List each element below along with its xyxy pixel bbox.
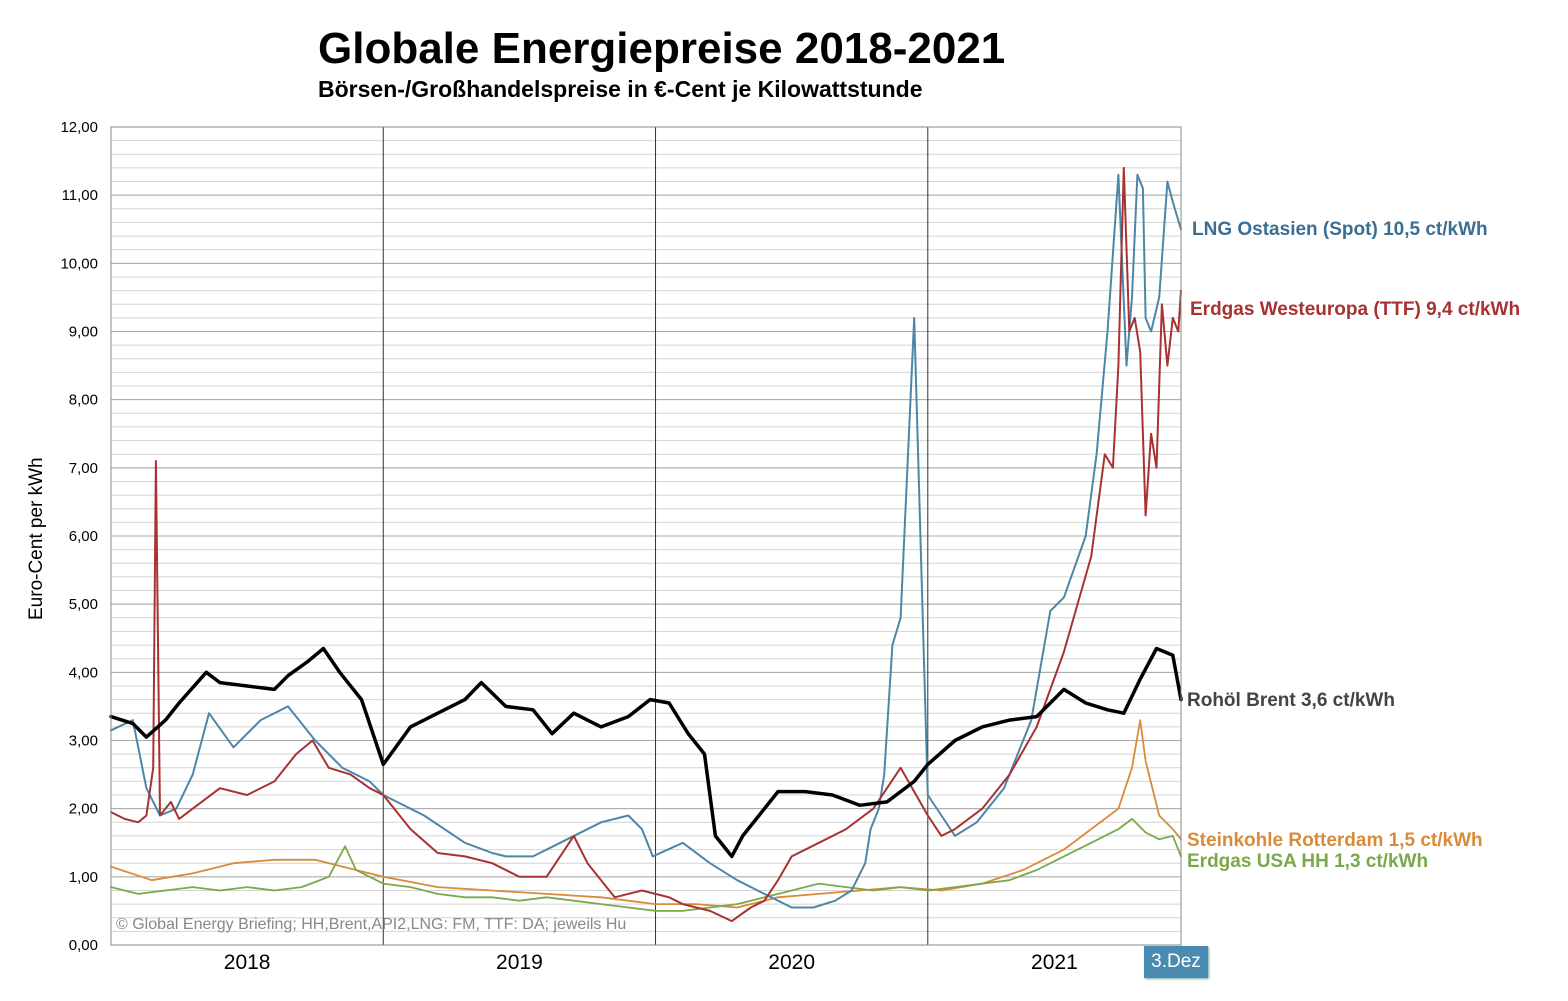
- end-label-brent: Rohöl Brent 3,6 ct/kWh: [1187, 690, 1395, 711]
- x-category-label: 2019: [496, 951, 543, 974]
- y-tick-labels: 0,00 1,00 2,00 3,00 4,00 5,00 6,00 7,00 8,00 9,00…: [60, 119, 98, 954]
- series-line-2: [110, 173, 1182, 909]
- copyright-note: © Global Energy Briefing; HH,Brent,API2,…: [116, 916, 627, 933]
- y-tick-label: 2,00: [69, 801, 98, 818]
- y-tick-label: 1,00: [69, 869, 98, 886]
- series-line-5: [110, 818, 1182, 912]
- y-axis-label: Euro-Cent per kWh: [26, 457, 47, 620]
- y-tick-label: 10,00: [60, 255, 98, 272]
- series-lines: [109, 166, 1183, 923]
- y-tick-label: 6,00: [69, 528, 98, 545]
- y-tick-label: 12,00: [60, 119, 98, 136]
- x-category-label: 2020: [768, 951, 815, 974]
- chart-subtitle: Börsen-/Großhandelspreise in €-Cent je K…: [318, 76, 923, 102]
- y-tick-label: 8,00: [69, 392, 98, 409]
- end-label-coal: Steinkohle Rotterdam 1,5 ct/kWh: [1187, 830, 1483, 851]
- plot-frame: [110, 126, 1182, 946]
- end-label-ttf: Erdgas Westeuropa (TTF) 9,4 ct/kWh: [1190, 299, 1521, 320]
- y-tick-label: 11,00: [62, 187, 98, 204]
- x-category-label: 2021: [1031, 951, 1078, 974]
- y-tick-label: 0,00: [69, 937, 98, 954]
- y-tick-label: 9,00: [69, 324, 98, 341]
- end-label-hh: Erdgas USA HH 1,3 ct/kWh: [1187, 851, 1429, 872]
- series-line-1: [109, 646, 1183, 859]
- y-tick-label: 7,00: [69, 460, 98, 477]
- y-tick-label: 3,00: [69, 733, 98, 750]
- end-label-lng: LNG Ostasien (Spot) 10,5 ct/kWh: [1192, 219, 1488, 240]
- series-line-4: [110, 719, 1182, 909]
- year-divider-lines: [382, 127, 929, 945]
- series-line-3: [110, 166, 1182, 923]
- x-category-label: 2018: [224, 951, 271, 974]
- y-tick-label: 4,00: [69, 664, 98, 681]
- date-badge: 3.Dez: [1144, 946, 1208, 978]
- y-tick-label: 5,00: [69, 596, 98, 613]
- x-category-labels: 2018 2019 2020 2021: [224, 951, 1078, 974]
- chart-title: Globale Energiepreise 2018-2021: [318, 24, 1006, 73]
